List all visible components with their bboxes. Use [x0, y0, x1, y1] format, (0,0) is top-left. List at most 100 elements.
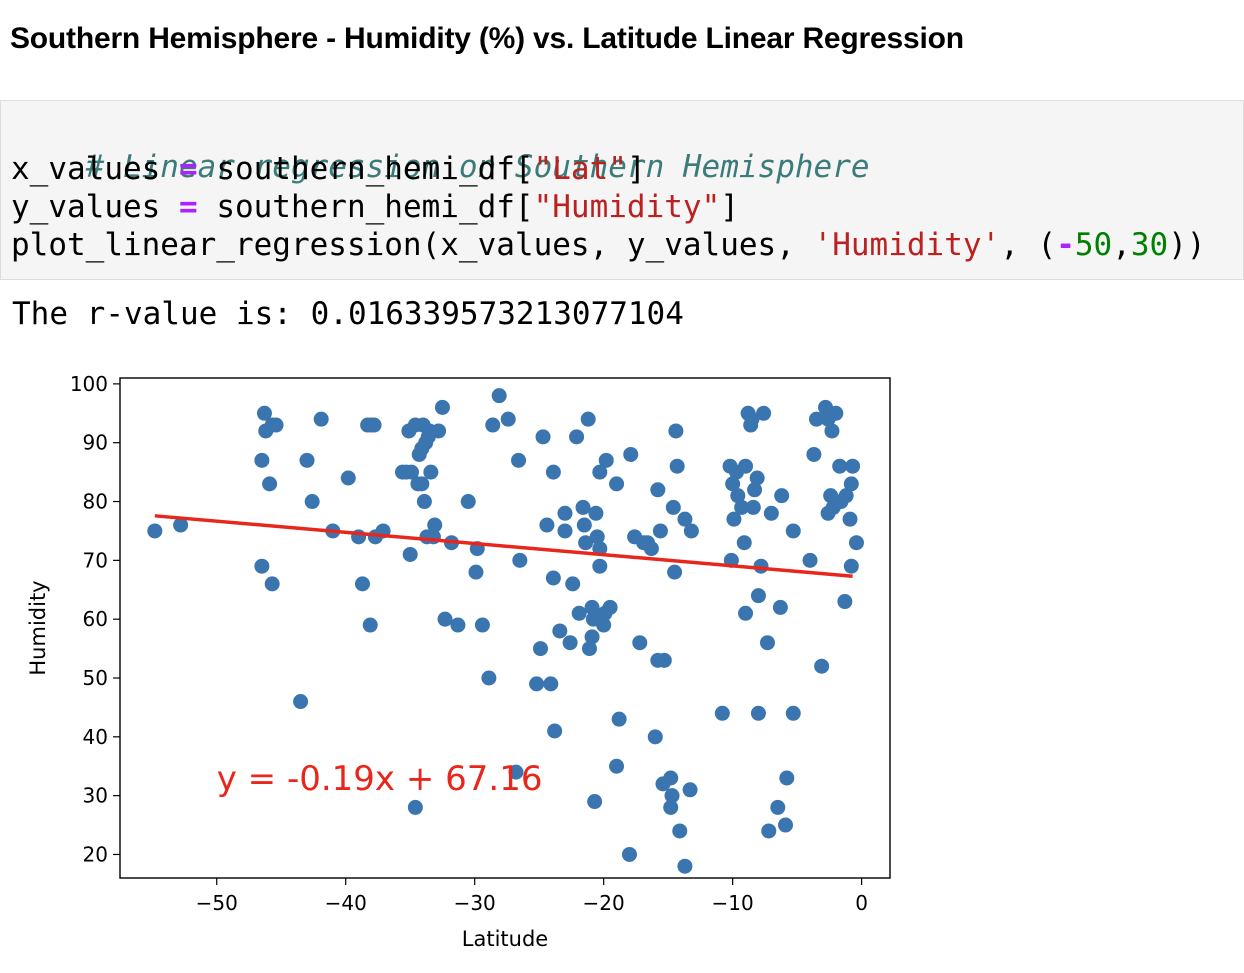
- data-point: [623, 446, 639, 462]
- data-point: [592, 464, 608, 480]
- data-point: [845, 458, 861, 474]
- code-token: ]: [720, 189, 739, 225]
- y-tick-label: 80: [83, 490, 108, 514]
- code-token: southern_hemi_df[: [197, 151, 534, 187]
- data-point: [500, 411, 516, 427]
- data-point: [808, 411, 824, 427]
- data-point: [468, 564, 484, 580]
- regression-line: [154, 514, 853, 579]
- data-point: [726, 511, 742, 527]
- data-point: [814, 658, 830, 674]
- data-point: [481, 670, 497, 686]
- code-cell[interactable]: # Linear regression on Southern Hemisphe…: [0, 100, 1244, 280]
- cell-output-text: The r-value is: 0.016339573213077104: [12, 296, 684, 332]
- data-point: [565, 576, 581, 592]
- y-tick-label: 70: [83, 548, 108, 572]
- data-point: [611, 711, 627, 727]
- data-point: [609, 758, 625, 774]
- y-axis: 20 30 40 50 60 70 80 90 100: [70, 372, 120, 866]
- data-point: [750, 705, 766, 721]
- data-point: [508, 764, 524, 780]
- data-point: [664, 788, 680, 804]
- data-points: [147, 388, 864, 874]
- data-point: [738, 458, 754, 474]
- data-point: [491, 388, 507, 404]
- data-point: [650, 482, 666, 498]
- data-point: [589, 529, 605, 545]
- data-point: [714, 705, 730, 721]
- data-point: [759, 635, 775, 651]
- data-point: [725, 476, 741, 492]
- data-point: [602, 599, 618, 615]
- code-string: "Lat": [533, 151, 627, 187]
- y-tick-label: 90: [83, 431, 108, 455]
- data-point: [532, 641, 548, 657]
- data-point: [256, 405, 272, 421]
- data-point: [744, 411, 760, 427]
- data-point: [539, 517, 555, 533]
- chart-svg: 20 30 40 50 60 70 80 90 100 −50 −40 −30 −20 −10 0 y =…: [26, 372, 891, 951]
- data-point: [632, 635, 648, 651]
- data-point: [763, 505, 779, 521]
- data-point: [578, 535, 594, 551]
- x-tick-label: −30: [454, 891, 496, 915]
- code-operator: =: [178, 151, 198, 187]
- data-point: [838, 488, 854, 504]
- data-point: [557, 505, 573, 521]
- data-point: [828, 405, 844, 421]
- data-point: [842, 511, 858, 527]
- data-point: [416, 494, 432, 510]
- data-point: [843, 476, 859, 492]
- x-tick-label: −50: [196, 891, 238, 915]
- data-point: [778, 817, 794, 833]
- code-line-comment: # Linear regression on Southern Hemisphe…: [11, 113, 870, 221]
- code-token: plot_linear_regression(x_values, y_value…: [11, 227, 814, 263]
- data-point: [750, 588, 766, 604]
- data-point: [576, 517, 592, 533]
- data-point: [313, 411, 329, 427]
- data-point: [736, 535, 752, 551]
- data-point: [824, 423, 840, 439]
- data-point: [683, 523, 699, 539]
- y-axis-label: Humidity: [26, 580, 50, 675]
- data-point: [268, 417, 284, 433]
- data-point: [806, 446, 822, 462]
- data-point: [848, 535, 864, 551]
- x-tick-label: −10: [712, 891, 754, 915]
- section-heading: Southern Hemisphere - Humidity (%) vs. L…: [10, 22, 964, 55]
- data-point: [173, 517, 189, 533]
- x-axis: −50 −40 −30 −20 −10 0: [196, 878, 868, 915]
- data-point: [772, 599, 788, 615]
- data-point: [643, 541, 659, 557]
- data-point: [785, 523, 801, 539]
- data-point: [575, 499, 591, 515]
- data-point: [588, 505, 604, 521]
- code-line-y-values: y_values = southern_hemi_df["Humidity"]: [11, 189, 739, 225]
- data-point: [843, 558, 859, 574]
- data-point: [431, 423, 447, 439]
- data-point: [672, 823, 688, 839]
- data-point: [366, 417, 382, 433]
- code-string: "Humidity": [533, 189, 721, 225]
- data-point: [545, 570, 561, 586]
- data-point: [656, 652, 672, 668]
- data-point: [747, 482, 763, 498]
- regression-equation: y = -0.19x + 67.16: [217, 759, 543, 799]
- data-point: [403, 464, 419, 480]
- data-point: [837, 594, 853, 610]
- code-token: southern_hemi_df[: [197, 189, 534, 225]
- data-point: [474, 617, 490, 633]
- data-point: [647, 729, 663, 745]
- code-line-plot-call: plot_linear_regression(x_values, y_value…: [11, 227, 1206, 263]
- data-point: [571, 605, 587, 621]
- data-point: [596, 617, 612, 633]
- data-point: [652, 523, 668, 539]
- data-point: [545, 464, 561, 480]
- data-point: [663, 770, 679, 786]
- data-point: [407, 799, 423, 815]
- data-point: [264, 576, 280, 592]
- data-point: [547, 723, 563, 739]
- data-point: [621, 846, 637, 862]
- data-point: [304, 494, 320, 510]
- data-point: [677, 858, 693, 874]
